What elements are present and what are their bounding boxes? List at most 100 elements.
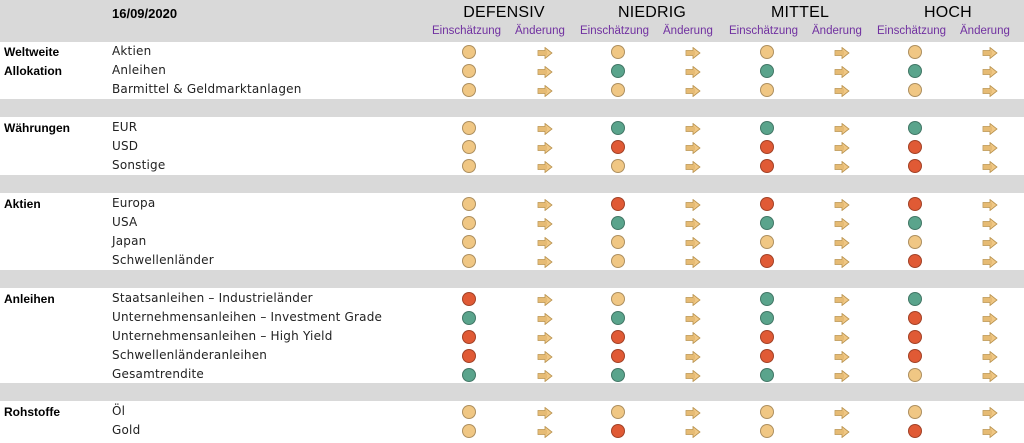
- profile-niedrig-header: NIEDRIG: [617, 4, 687, 21]
- change-arrow-icon: [685, 406, 701, 420]
- rating-dot-niedrig: [611, 292, 625, 306]
- change-arrow-icon: [982, 406, 998, 420]
- rating-dot-niedrig: [611, 235, 625, 249]
- rating-dot-mittel: [760, 159, 774, 173]
- change-arrow-icon: [834, 198, 850, 212]
- change-arrow-icon: [834, 406, 850, 420]
- group-title: Rohstoffe: [4, 405, 60, 419]
- change-arrow-icon: [685, 122, 701, 136]
- rating-dot-niedrig: [611, 424, 625, 438]
- rating-dot-mittel: [760, 292, 774, 306]
- change-arrow-icon: [982, 122, 998, 136]
- change-arrow-icon: [685, 65, 701, 79]
- change-arrow-icon: [834, 160, 850, 174]
- group-separator: [0, 270, 1024, 288]
- change-arrow-icon: [685, 198, 701, 212]
- assessment-header-niedrig: Einschätzung: [580, 25, 650, 37]
- change-arrow-icon: [537, 350, 553, 364]
- group-separator: [0, 99, 1024, 117]
- rating-dot-mittel: [760, 330, 774, 344]
- rating-dot-hoch: [908, 292, 922, 306]
- rating-dot-defensiv: [462, 311, 476, 325]
- row-label: Sonstige: [112, 158, 166, 172]
- rating-dot-niedrig: [611, 349, 625, 363]
- change-arrow-icon: [982, 46, 998, 60]
- rating-dot-hoch: [908, 64, 922, 78]
- change-arrow-icon: [537, 217, 553, 231]
- assessment-header-defensiv: Einschätzung: [432, 25, 502, 37]
- rating-dot-defensiv: [462, 235, 476, 249]
- row-label: Gesamtrendite: [112, 367, 204, 381]
- change-arrow-icon: [685, 350, 701, 364]
- rating-dot-defensiv: [462, 197, 476, 211]
- change-arrow-icon: [834, 122, 850, 136]
- rating-dot-niedrig: [611, 197, 625, 211]
- row-label: Öl: [112, 404, 126, 418]
- change-arrow-icon: [685, 331, 701, 345]
- rating-dot-mittel: [760, 368, 774, 382]
- rating-dot-mittel: [760, 424, 774, 438]
- change-arrow-icon: [834, 369, 850, 383]
- profile-mittel-header: MITTEL: [770, 4, 830, 21]
- row-label: USA: [112, 215, 138, 229]
- change-arrow-icon: [685, 84, 701, 98]
- rating-dot-defensiv: [462, 292, 476, 306]
- profile-hoch-header: HOCH: [924, 4, 972, 21]
- group-separator: [0, 175, 1024, 193]
- change-arrow-icon: [982, 350, 998, 364]
- rating-dot-niedrig: [611, 121, 625, 135]
- change-arrow-icon: [834, 84, 850, 98]
- rating-dot-hoch: [908, 216, 922, 230]
- change-arrow-icon: [834, 293, 850, 307]
- assessment-header-mittel: Einschätzung: [729, 25, 799, 37]
- rating-dot-mittel: [760, 64, 774, 78]
- rating-dot-mittel: [760, 235, 774, 249]
- rating-dot-hoch: [908, 405, 922, 419]
- change-arrow-icon: [537, 65, 553, 79]
- change-arrow-icon: [982, 160, 998, 174]
- rating-dot-niedrig: [611, 140, 625, 154]
- change-arrow-icon: [537, 122, 553, 136]
- rating-dot-niedrig: [611, 159, 625, 173]
- rating-dot-mittel: [760, 349, 774, 363]
- change-arrow-icon: [685, 293, 701, 307]
- row-label: Japan: [112, 234, 147, 248]
- rating-dot-mittel: [760, 83, 774, 97]
- change-arrow-icon: [537, 425, 553, 439]
- change-arrow-icon: [834, 350, 850, 364]
- row-label: Schwellenländeranleihen: [112, 348, 268, 362]
- change-arrow-icon: [537, 369, 553, 383]
- rating-dot-hoch: [908, 197, 922, 211]
- change-arrow-icon: [982, 65, 998, 79]
- change-arrow-icon: [685, 312, 701, 326]
- row-label: Anleihen: [112, 63, 167, 77]
- rating-dot-defensiv: [462, 216, 476, 230]
- change-arrow-icon: [685, 236, 701, 250]
- date-label: 16/09/2020: [112, 6, 178, 21]
- change-header-mittel: Änderung: [812, 25, 862, 37]
- rating-dot-hoch: [908, 121, 922, 135]
- change-arrow-icon: [982, 141, 998, 155]
- change-arrow-icon: [685, 46, 701, 60]
- row-label: USD: [112, 139, 139, 153]
- rating-dot-defensiv: [462, 64, 476, 78]
- rating-dot-niedrig: [611, 64, 625, 78]
- rating-dot-hoch: [908, 254, 922, 268]
- group-separator: [0, 383, 1024, 401]
- rating-dot-mittel: [760, 121, 774, 135]
- rating-dot-niedrig: [611, 45, 625, 59]
- row-label: Unternehmensanleihen – High Yield: [112, 329, 333, 343]
- change-arrow-icon: [685, 425, 701, 439]
- rating-dot-hoch: [908, 311, 922, 325]
- change-arrow-icon: [834, 217, 850, 231]
- rating-dot-mittel: [760, 311, 774, 325]
- change-arrow-icon: [537, 46, 553, 60]
- rating-dot-niedrig: [611, 368, 625, 382]
- change-arrow-icon: [834, 312, 850, 326]
- change-arrow-icon: [834, 255, 850, 269]
- assessment-header-hoch: Einschätzung: [877, 25, 947, 37]
- row-label: Staatsanleihen – Industrieländer: [112, 291, 313, 305]
- profile-defensiv-header: DEFENSIV: [463, 4, 545, 21]
- row-label: Europa: [112, 196, 156, 210]
- row-label: Unternehmensanleihen – Investment Grade: [112, 310, 383, 324]
